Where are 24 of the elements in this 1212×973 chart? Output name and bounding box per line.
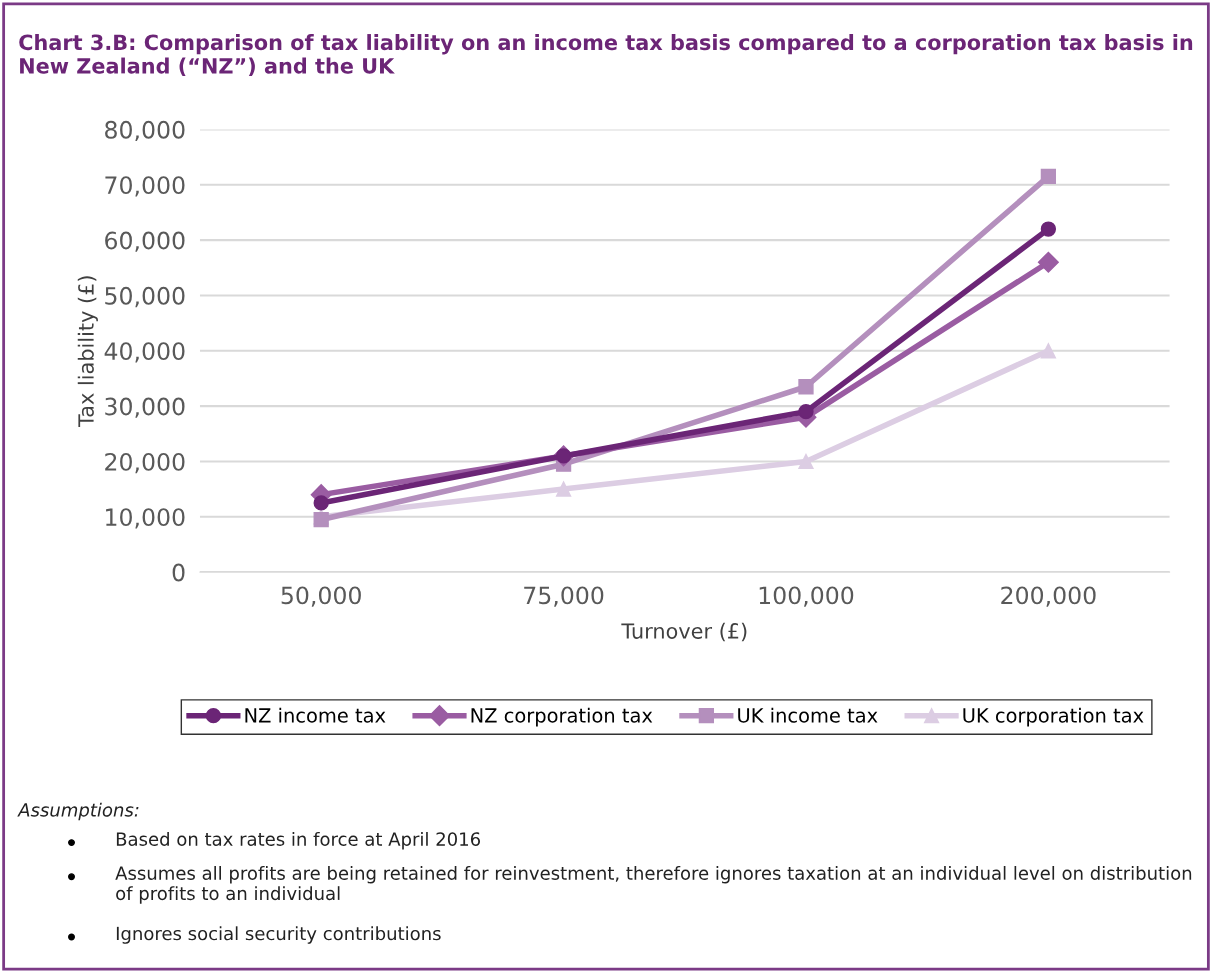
- y-tick-label: 0: [172, 563, 185, 582]
- x-tick-label: 75,000: [524, 586, 604, 607]
- y-tick-label: 50,000: [105, 286, 185, 308]
- x-tick-label: 100,000: [759, 586, 854, 607]
- y-tick-label: 60,000: [105, 231, 185, 252]
- legend-label: UK corporation tax: [963, 707, 1144, 727]
- x-tick-label: 200,000: [1001, 586, 1096, 607]
- text: Ignores social security contributions: [116, 926, 441, 944]
- y-tick-label: 70,000: [105, 176, 185, 197]
- chart-title: Chart 3.B: Comparison of tax liability on an income tax basis compared to a corporation tax basis in New Zealand (“NZ”) and the UK: [19, 34, 1193, 77]
- text: Assumptions:: [17, 802, 139, 821]
- legend-label: NZ income tax: [245, 707, 386, 723]
- y-tick-label: 30,000: [105, 397, 185, 418]
- x-tick-label: 50,000: [281, 586, 361, 607]
- text: Based on tax rates in force at April 2016: [116, 831, 481, 850]
- legend-label: NZ corporation tax: [471, 707, 653, 727]
- y-tick-label: 40,000: [104, 342, 185, 363]
- legend-label: UK income tax: [738, 707, 878, 723]
- y-tick-label: 20,000: [105, 452, 185, 474]
- y-axis-title: Tax liability (£): [77, 276, 98, 428]
- y-tick-label: 80,000: [105, 120, 185, 142]
- y-tick-label: 10,000: [106, 508, 185, 529]
- text: Assumes all profits are being retained for reinvestment, therefore ignores taxation at an individual level on distribution of profits to an individual: [115, 865, 1192, 904]
- x-axis-title: Turnover (£): [621, 622, 747, 642]
